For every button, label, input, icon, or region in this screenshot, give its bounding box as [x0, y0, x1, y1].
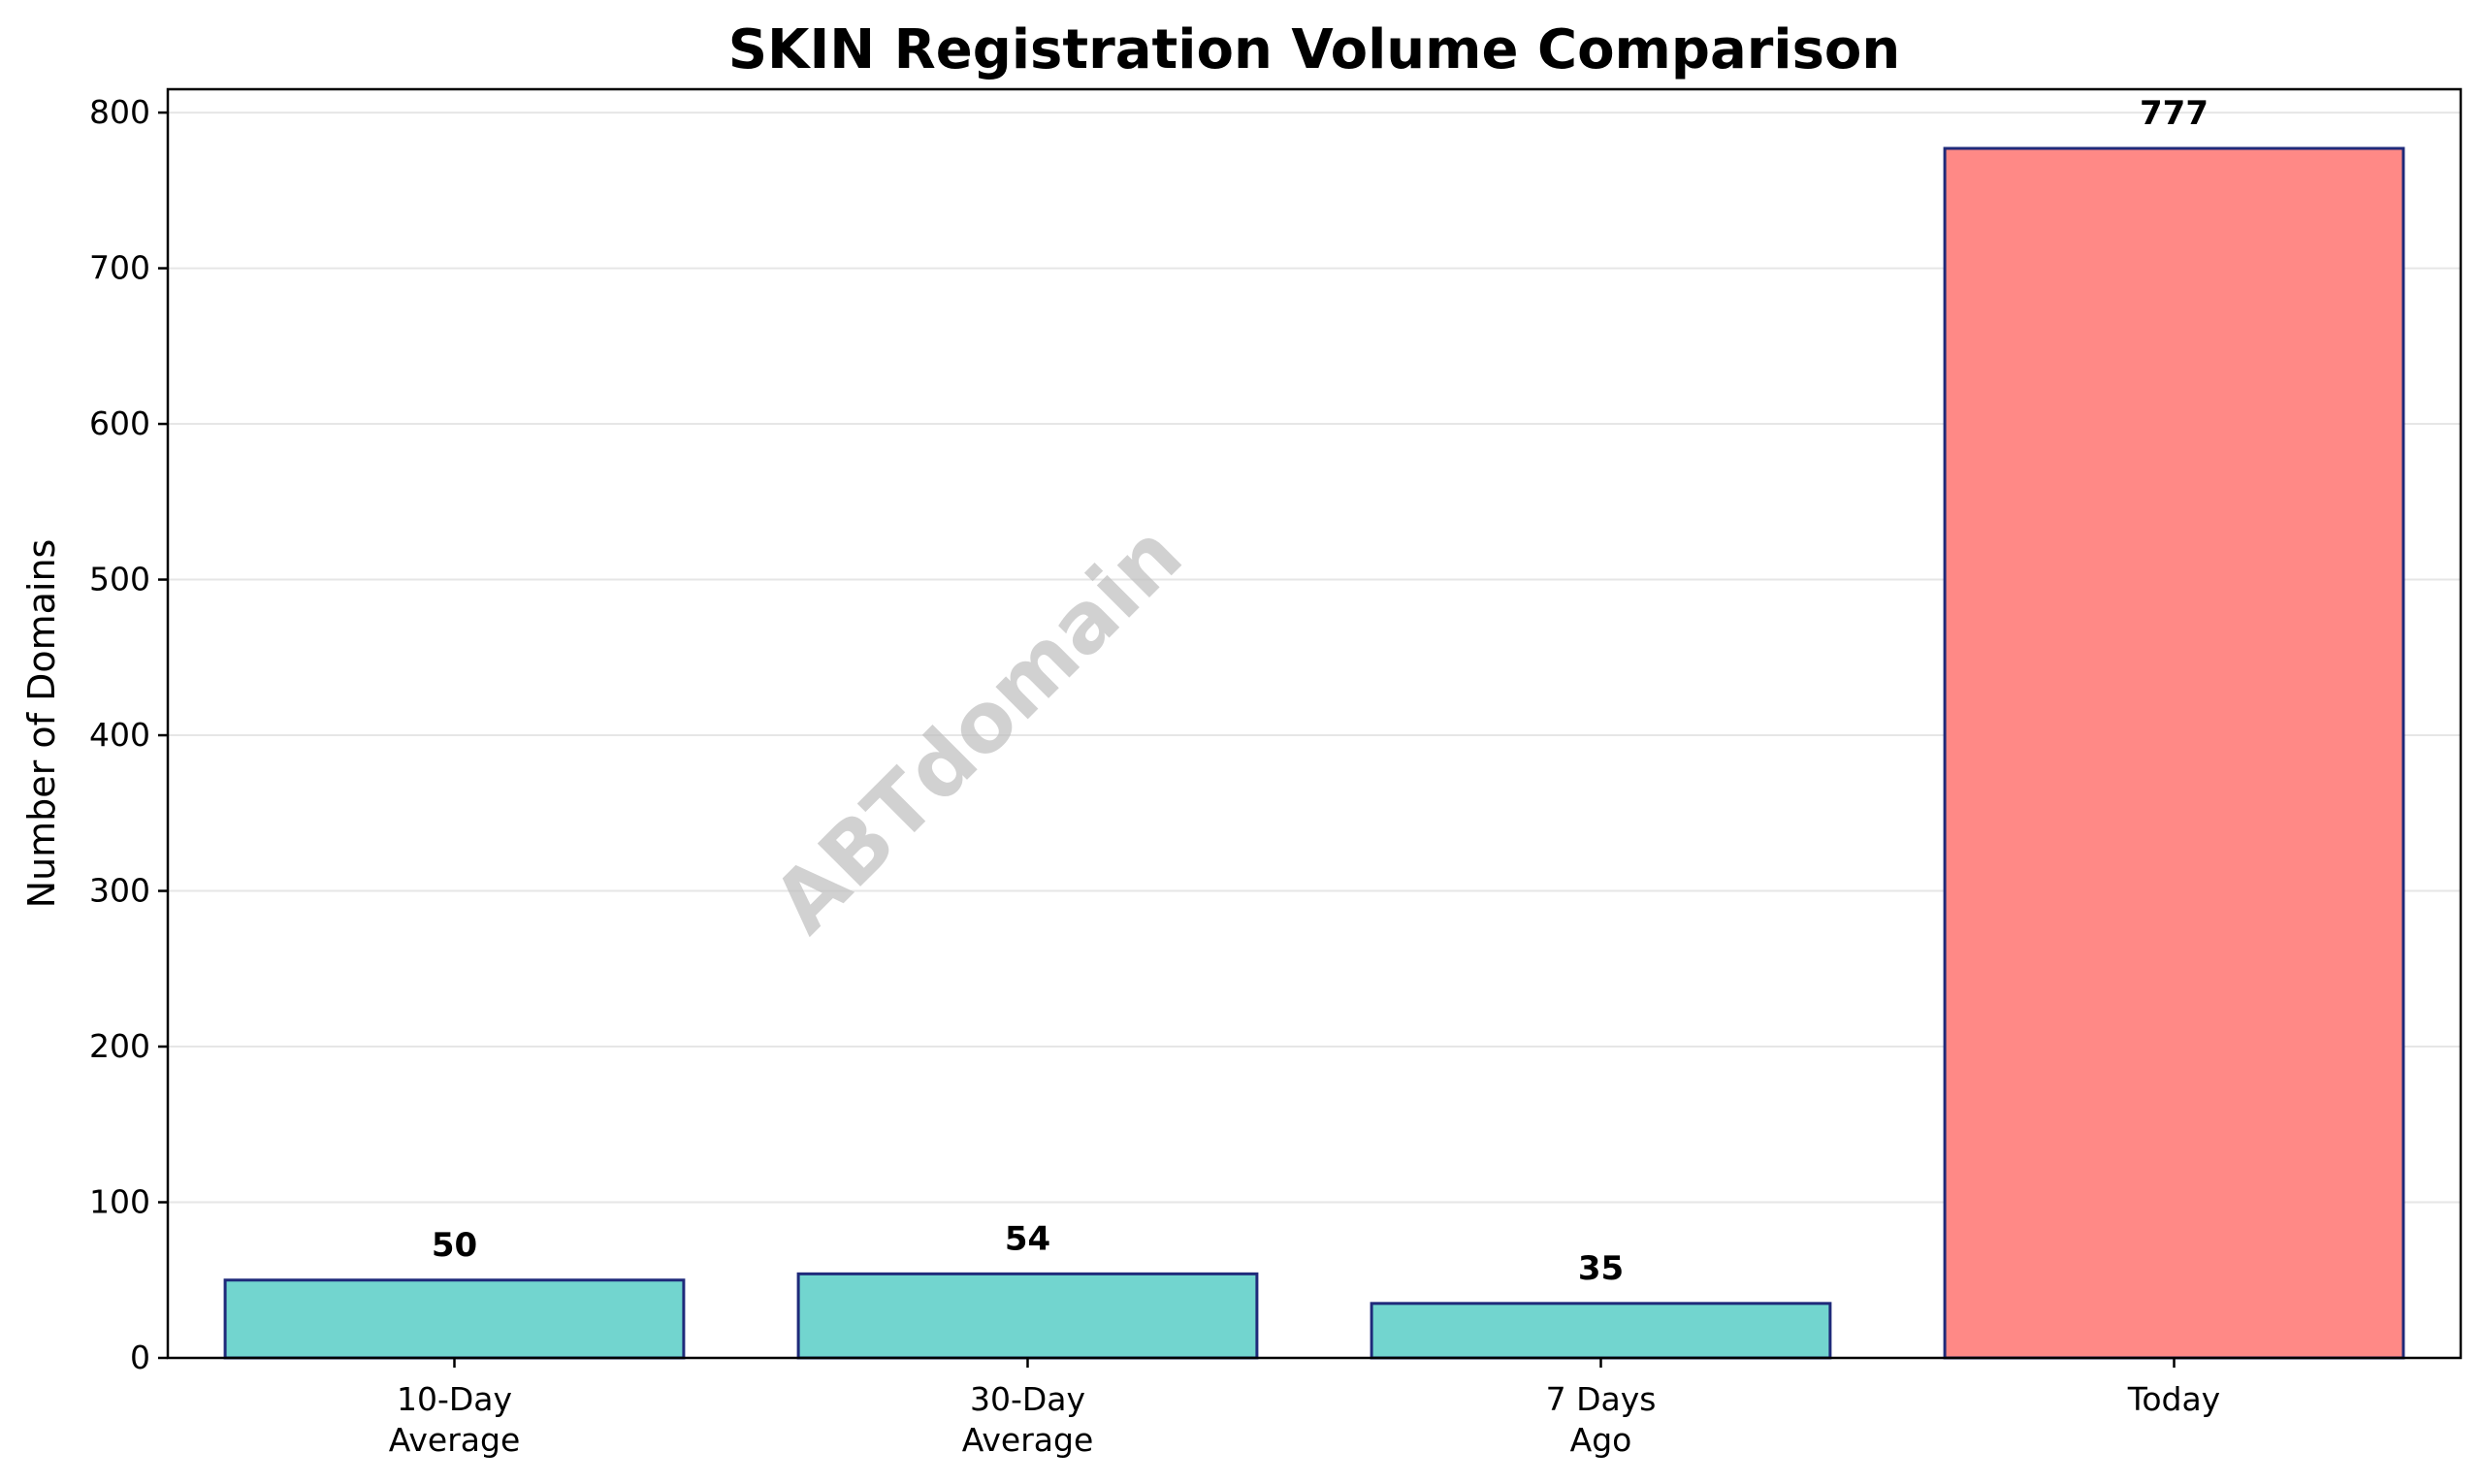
plot-frame: [166, 87, 2463, 1360]
x-axis: 10-Day Average 30-Day Average 7 Days Ago Today: [389, 1358, 2220, 1459]
x-tick-label: 7 Days Ago: [1546, 1380, 1657, 1459]
y-tick-label: 700: [89, 249, 150, 287]
y-tick-label: 300: [89, 872, 150, 910]
watermark: ABTdomain: [756, 506, 1201, 952]
x-tick-label: 30-Day Average: [962, 1380, 1094, 1459]
bar: [1943, 146, 2405, 1360]
y-axis: 0 100 200 300 400 500 600 700 800: [89, 93, 168, 1376]
data-label: 777: [2140, 94, 2209, 133]
value-labels: 50 54 35 777: [432, 94, 2209, 1288]
y-tick-label: 500: [89, 561, 150, 598]
bars: [223, 146, 2405, 1360]
gridlines: [168, 112, 2461, 1359]
y-tick-label: 0: [130, 1339, 150, 1376]
x-tick-label: Today: [2127, 1380, 2220, 1418]
bar: [796, 1272, 1259, 1360]
bar: [223, 1278, 686, 1360]
chart-title: SKIN Registration Volume Comparison: [728, 18, 1901, 81]
data-label: 54: [1005, 1219, 1050, 1258]
data-label: 50: [432, 1226, 477, 1265]
y-tick-label: 100: [89, 1183, 150, 1221]
y-tick-label: 800: [89, 93, 150, 131]
y-tick-label: 400: [89, 716, 150, 754]
y-axis-label: Number of Domains: [20, 539, 63, 909]
y-tick-label: 600: [89, 404, 150, 442]
bar: [1370, 1302, 1832, 1360]
data-label: 35: [1578, 1249, 1624, 1288]
y-tick-label: 200: [89, 1027, 150, 1065]
x-tick-label: 10-Day Average: [389, 1380, 521, 1459]
